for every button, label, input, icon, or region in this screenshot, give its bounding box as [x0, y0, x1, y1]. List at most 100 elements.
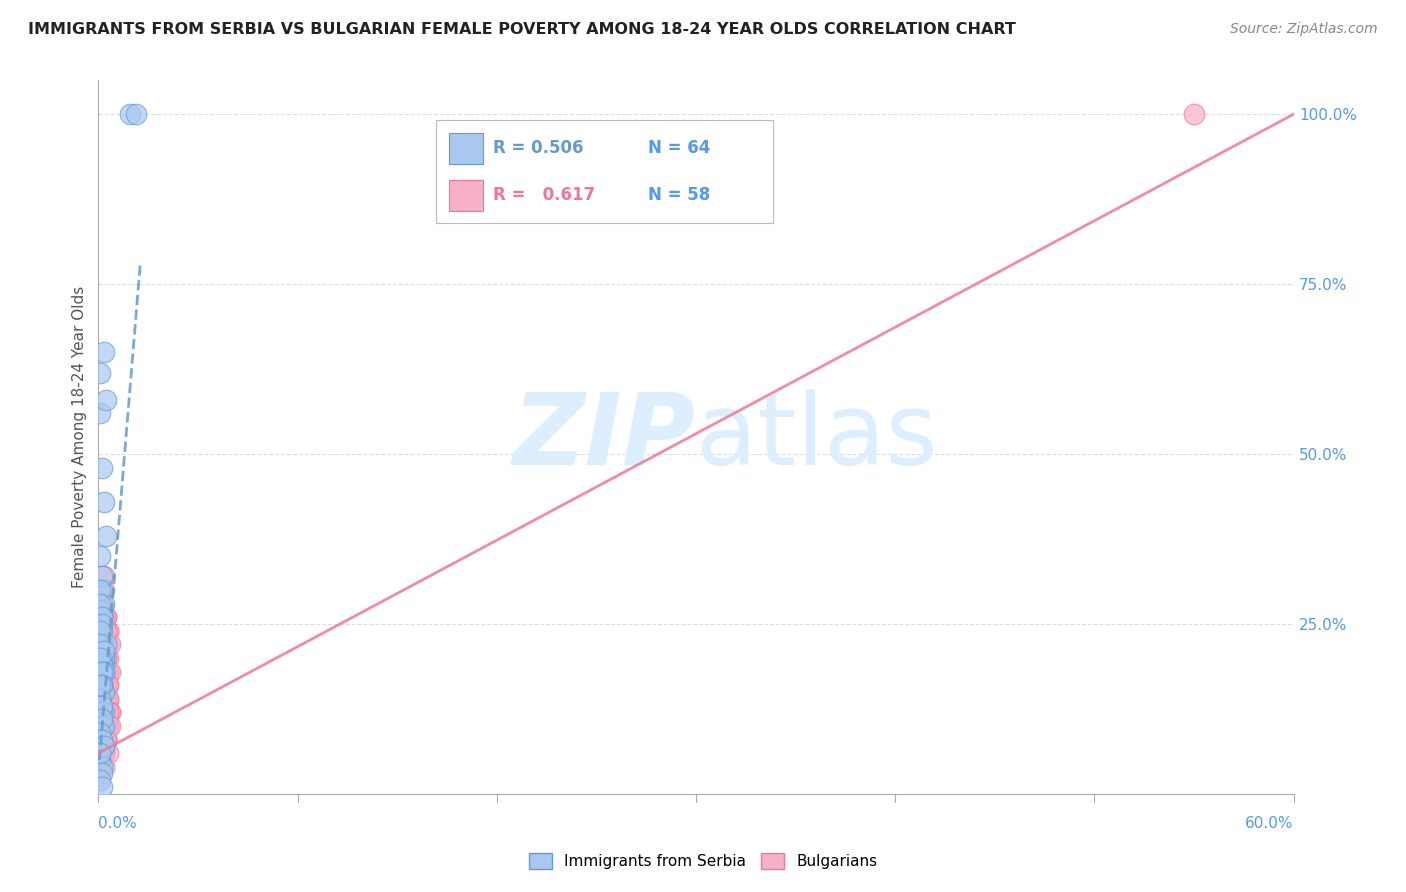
Point — [100, 719, 122, 733]
Point — [91, 706, 114, 720]
Point — [89, 549, 111, 563]
Point — [100, 637, 122, 651]
Point — [96, 691, 118, 706]
Point — [89, 753, 111, 767]
Point — [89, 725, 111, 739]
Legend: Immigrants from Serbia, Bulgarians: Immigrants from Serbia, Bulgarians — [523, 847, 883, 875]
Point — [96, 706, 118, 720]
Point — [93, 732, 115, 747]
Point — [91, 719, 114, 733]
Point — [91, 678, 114, 692]
Point — [93, 719, 115, 733]
Point — [89, 582, 111, 597]
Point — [96, 678, 118, 692]
Point — [96, 610, 118, 624]
Point — [91, 569, 114, 583]
Point — [91, 780, 114, 794]
Text: atlas: atlas — [696, 389, 938, 485]
Point — [93, 719, 115, 733]
Point — [97, 691, 120, 706]
Point — [91, 657, 114, 672]
Text: N = 58: N = 58 — [648, 186, 710, 204]
Point — [97, 624, 120, 638]
Point — [97, 637, 120, 651]
Point — [93, 746, 115, 760]
Point — [97, 719, 120, 733]
Point — [93, 678, 115, 692]
Point — [89, 691, 111, 706]
Point — [96, 732, 118, 747]
Point — [91, 582, 114, 597]
Point — [91, 732, 114, 747]
Point — [93, 494, 115, 508]
Point — [96, 719, 118, 733]
Point — [91, 624, 114, 638]
Point — [89, 746, 111, 760]
Point — [89, 706, 111, 720]
Point — [91, 617, 114, 632]
Point — [91, 678, 114, 692]
Point — [1182, 107, 1205, 121]
FancyBboxPatch shape — [450, 180, 484, 211]
Point — [93, 637, 115, 651]
Text: IMMIGRANTS FROM SERBIA VS BULGARIAN FEMALE POVERTY AMONG 18-24 YEAR OLDS CORRELA: IMMIGRANTS FROM SERBIA VS BULGARIAN FEMA… — [28, 22, 1017, 37]
Point — [93, 691, 115, 706]
Point — [91, 678, 114, 692]
Point — [96, 651, 118, 665]
Point — [93, 644, 115, 658]
Point — [97, 665, 120, 679]
Point — [97, 678, 120, 692]
Point — [93, 706, 115, 720]
Text: ZIP: ZIP — [513, 389, 696, 485]
Point — [93, 665, 115, 679]
Point — [93, 597, 115, 611]
Point — [91, 610, 114, 624]
Point — [96, 719, 118, 733]
Point — [91, 685, 114, 699]
Point — [93, 582, 115, 597]
Point — [89, 732, 111, 747]
Point — [91, 637, 114, 651]
Point — [97, 719, 120, 733]
Point — [96, 678, 118, 692]
Point — [89, 678, 111, 692]
Point — [89, 691, 111, 706]
Point — [91, 712, 114, 726]
Point — [89, 597, 111, 611]
Point — [89, 617, 111, 632]
Text: R = 0.506: R = 0.506 — [494, 139, 583, 157]
Point — [91, 665, 114, 679]
Point — [93, 678, 115, 692]
Point — [93, 665, 115, 679]
FancyBboxPatch shape — [450, 133, 484, 163]
Y-axis label: Female Poverty Among 18-24 Year Olds: Female Poverty Among 18-24 Year Olds — [72, 286, 87, 588]
Point — [91, 597, 114, 611]
Point — [89, 624, 111, 638]
Point — [96, 691, 118, 706]
Point — [91, 460, 114, 475]
Point — [97, 678, 120, 692]
Point — [93, 610, 115, 624]
Point — [93, 732, 115, 747]
Point — [96, 651, 118, 665]
Point — [96, 651, 118, 665]
Point — [100, 706, 122, 720]
Point — [91, 637, 114, 651]
Point — [96, 665, 118, 679]
Text: 0.0%: 0.0% — [98, 816, 138, 831]
Point — [120, 107, 142, 121]
Point — [89, 773, 111, 788]
Point — [93, 706, 115, 720]
Point — [96, 732, 118, 747]
Point — [96, 732, 118, 747]
Point — [91, 766, 114, 780]
Point — [93, 665, 115, 679]
Point — [93, 760, 115, 774]
Point — [89, 406, 111, 420]
Point — [96, 392, 118, 407]
Point — [97, 624, 120, 638]
Point — [93, 665, 115, 679]
Text: N = 64: N = 64 — [648, 139, 711, 157]
Point — [97, 651, 120, 665]
Point — [93, 345, 115, 359]
